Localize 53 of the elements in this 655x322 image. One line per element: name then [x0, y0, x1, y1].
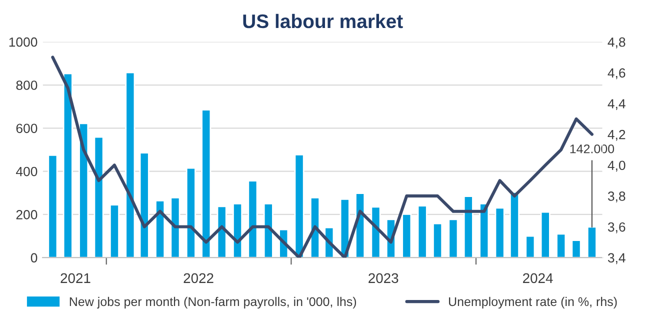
bar: [310, 196, 320, 258]
y-tick-label: 0: [30, 253, 38, 263]
bar: [432, 222, 443, 258]
bar: [109, 204, 120, 258]
y2-tick-label: 4,2: [608, 130, 626, 141]
y2-tick-label: 3,8: [608, 192, 626, 202]
bar: [571, 240, 582, 258]
bar: [494, 207, 505, 258]
y2-tick-label: 4,6: [608, 68, 626, 80]
y-tick-label: 1000: [9, 37, 38, 47]
bar: [216, 206, 227, 258]
bar: [525, 235, 536, 258]
legend-label: New jobs per month (Non-farm payrolls, in '000, lhs): [70, 296, 356, 309]
bar: [540, 211, 550, 258]
bar: [263, 202, 274, 258]
bar: [402, 214, 412, 258]
bar: [586, 226, 597, 258]
bar: [125, 72, 136, 258]
legend-label: Unemployment rate (in %, rhs): [449, 296, 617, 309]
y-tick-label: 200: [16, 210, 38, 220]
bar: [463, 196, 474, 258]
bar: [509, 192, 520, 258]
bar: [155, 200, 166, 258]
y2-tick-label: 3,4: [608, 253, 626, 264]
y2-tick-label: 3,6: [608, 222, 626, 234]
y2-tick-label: 4,0: [608, 160, 626, 172]
x-tick-label: 2021: [60, 273, 90, 284]
y-tick-label: 600: [16, 124, 38, 134]
bar: [48, 154, 58, 258]
y-tick-label: 800: [16, 80, 38, 90]
bar: [556, 233, 566, 258]
bar: [370, 206, 381, 258]
y2-tick-label: 4,4: [608, 99, 626, 110]
annotation: 142.000: [570, 144, 614, 154]
x-tick-label: 2024: [523, 273, 553, 284]
chart-title: US labour market: [243, 14, 403, 28]
bar: [170, 196, 180, 258]
y-tick-label: 400: [16, 166, 38, 176]
bar: [186, 167, 196, 258]
bar: [139, 152, 150, 258]
bar: [448, 218, 458, 258]
bar: [417, 205, 428, 258]
bar: [62, 72, 73, 258]
bar: [94, 136, 104, 258]
bar: [294, 154, 304, 258]
x-tick-label: 2023: [368, 273, 398, 284]
x-tick-label: 2022: [184, 273, 214, 284]
bar: [479, 202, 490, 258]
bar: [232, 202, 243, 258]
bar: [201, 109, 212, 258]
bar: [78, 122, 89, 258]
bar: [248, 180, 258, 258]
y2-tick-label: 4,8: [608, 37, 626, 48]
